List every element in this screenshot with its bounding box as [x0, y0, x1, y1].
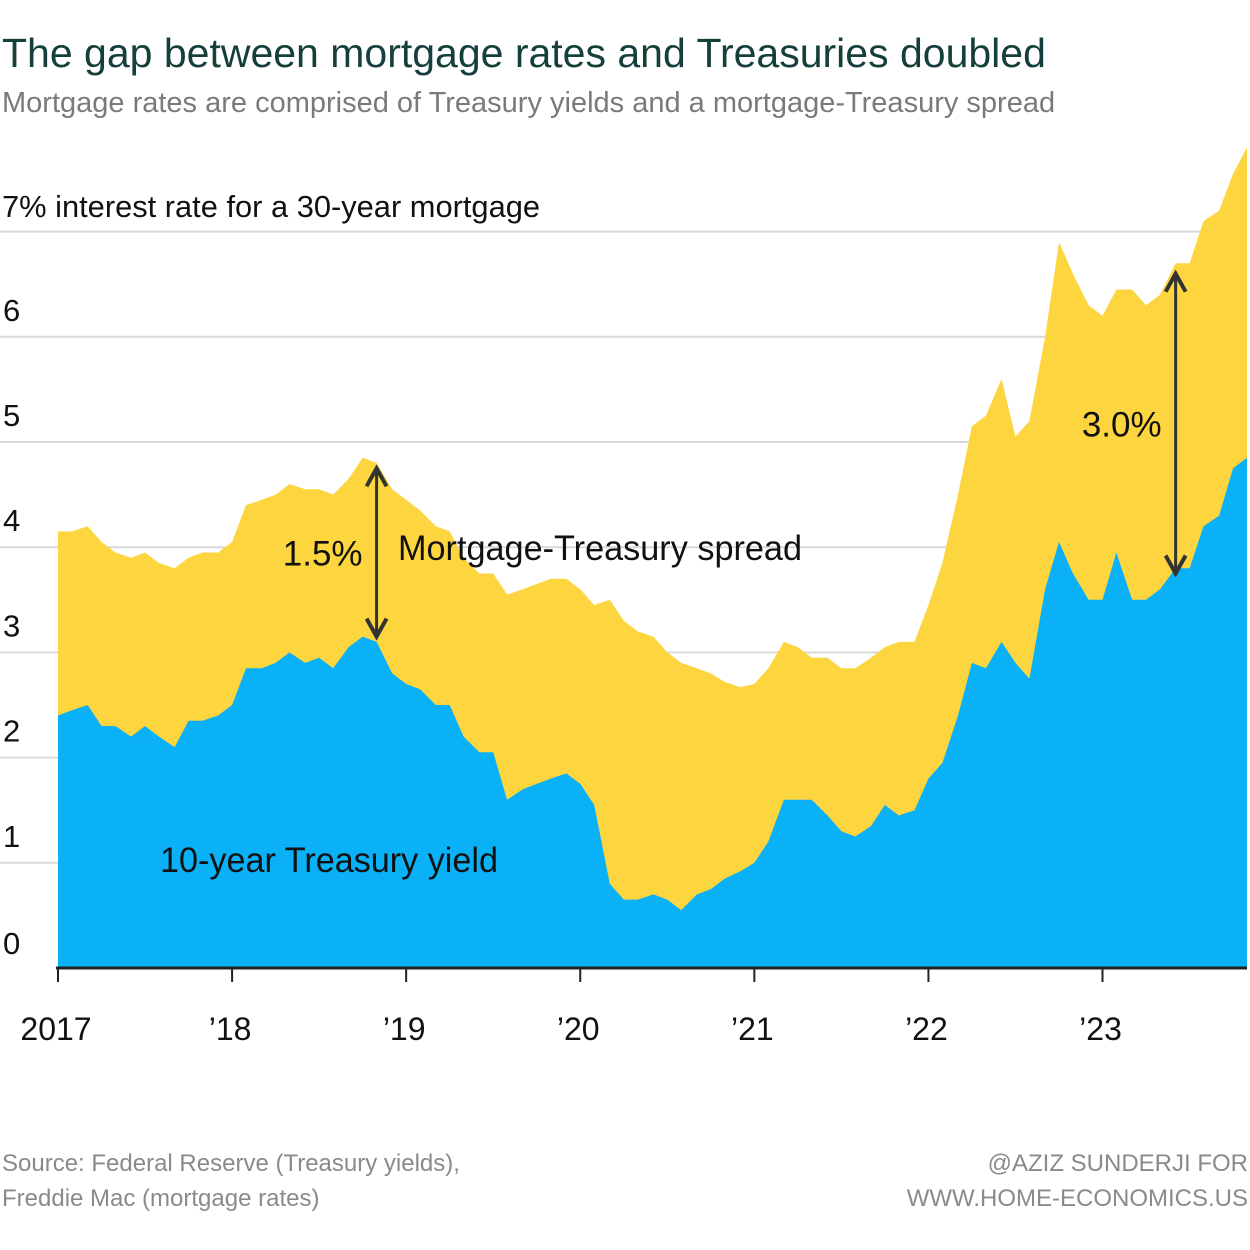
y-tick-label-2: 2: [3, 714, 20, 749]
y-tick-label-0: 0: [3, 926, 20, 961]
y-axis-label: 7% interest rate for a 30-year mortgage: [2, 189, 540, 224]
treasury-yield-area: [58, 457, 1247, 968]
tick-labels: 0 1 2 3 4 5 6 2017 ’18 ’19 ’20 ’21 ’22 ’23: [3, 293, 1122, 1047]
treasury-series-label: 10-year Treasury yield: [160, 841, 498, 880]
x-tick-label-2020: ’20: [557, 1011, 600, 1047]
annotations: 1.5% 3.0%: [283, 274, 1176, 637]
credit-note: @AZIZ SUNDERJI FOR WWW.HOME-ECONOMICS.US: [907, 1146, 1248, 1216]
x-tick-label-2022: ’22: [905, 1011, 948, 1047]
x-tick-label-2021: ’21: [731, 1011, 774, 1047]
y-tick-label-4: 4: [3, 503, 20, 538]
credit-line-2: WWW.HOME-ECONOMICS.US: [906, 1185, 1248, 1212]
spread-series-label: Mortgage-Treasury spread: [398, 529, 802, 568]
x-tick-label-2019: ’19: [383, 1011, 426, 1047]
y-tick-label-3: 3: [3, 608, 20, 643]
chart-title: The gap between mortgage rates and Treas…: [2, 30, 1046, 76]
chart-subtitle: Mortgage rates are comprised of Treasury…: [2, 87, 1056, 119]
spread-value-label-1: 1.5%: [283, 534, 363, 573]
source-line-2: Freddie Mac (mortgage rates): [2, 1185, 320, 1212]
x-tick-label-2018: ’18: [209, 1011, 252, 1047]
spread-value-label-2: 3.0%: [1082, 406, 1162, 445]
credit-line-1: @AZIZ SUNDERJI FOR: [987, 1150, 1248, 1177]
y-tick-label-5: 5: [3, 398, 20, 433]
x-tick-label-2023: ’23: [1079, 1011, 1122, 1047]
source-note: Source: Federal Reserve (Treasury yields…: [2, 1146, 460, 1216]
y-tick-label-1: 1: [3, 819, 20, 854]
x-axis: [56, 966, 1247, 982]
source-line-1: Source: Federal Reserve (Treasury yields…: [2, 1150, 460, 1177]
x-tick-label-2017: 2017: [20, 1011, 91, 1047]
y-tick-label-6: 6: [3, 293, 20, 328]
